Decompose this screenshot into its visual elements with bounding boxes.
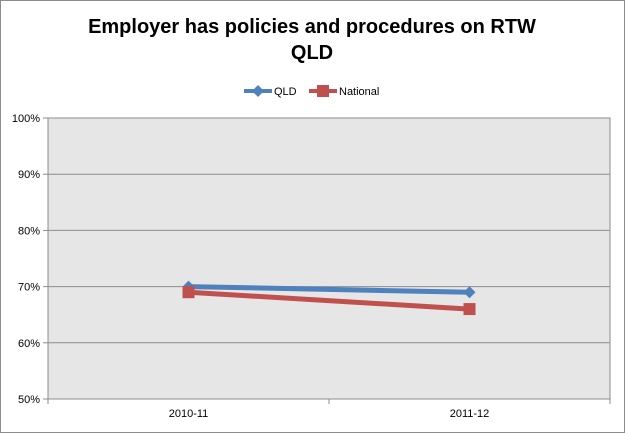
y-tick-label: 50% bbox=[18, 394, 40, 406]
series-layer bbox=[182, 280, 476, 316]
y-tick-label: 70% bbox=[18, 282, 40, 294]
data-point-national bbox=[182, 286, 195, 299]
x-tick-label: 2010-11 bbox=[169, 408, 209, 420]
series-line-national bbox=[186, 289, 472, 312]
y-tick-label: 60% bbox=[18, 338, 40, 350]
plot-area bbox=[47, 117, 611, 400]
y-tick-label: 80% bbox=[18, 225, 40, 237]
gridlines bbox=[48, 173, 610, 344]
legend-label-national: National bbox=[339, 86, 379, 98]
legend-label-qld: QLD bbox=[274, 86, 297, 98]
y-tick-label: 100% bbox=[12, 113, 40, 125]
x-tick-label: 2011-12 bbox=[450, 408, 490, 420]
y-tick-label: 90% bbox=[18, 169, 40, 181]
series-line-qld bbox=[186, 284, 472, 295]
legend: QLD National bbox=[244, 85, 379, 98]
chart-title-line-1: Employer has policies and procedures on … bbox=[88, 16, 536, 38]
legend-marker-qld bbox=[252, 85, 264, 97]
legend-marker-national bbox=[317, 85, 329, 97]
chart-title-line-2: QLD bbox=[291, 42, 333, 64]
data-point-qld bbox=[463, 286, 476, 299]
y-axis: 50% 60% 70% 80% 90% 100% bbox=[12, 113, 48, 406]
data-point-national bbox=[463, 303, 476, 316]
x-axis: 2010-11 2011-12 bbox=[47, 399, 611, 420]
